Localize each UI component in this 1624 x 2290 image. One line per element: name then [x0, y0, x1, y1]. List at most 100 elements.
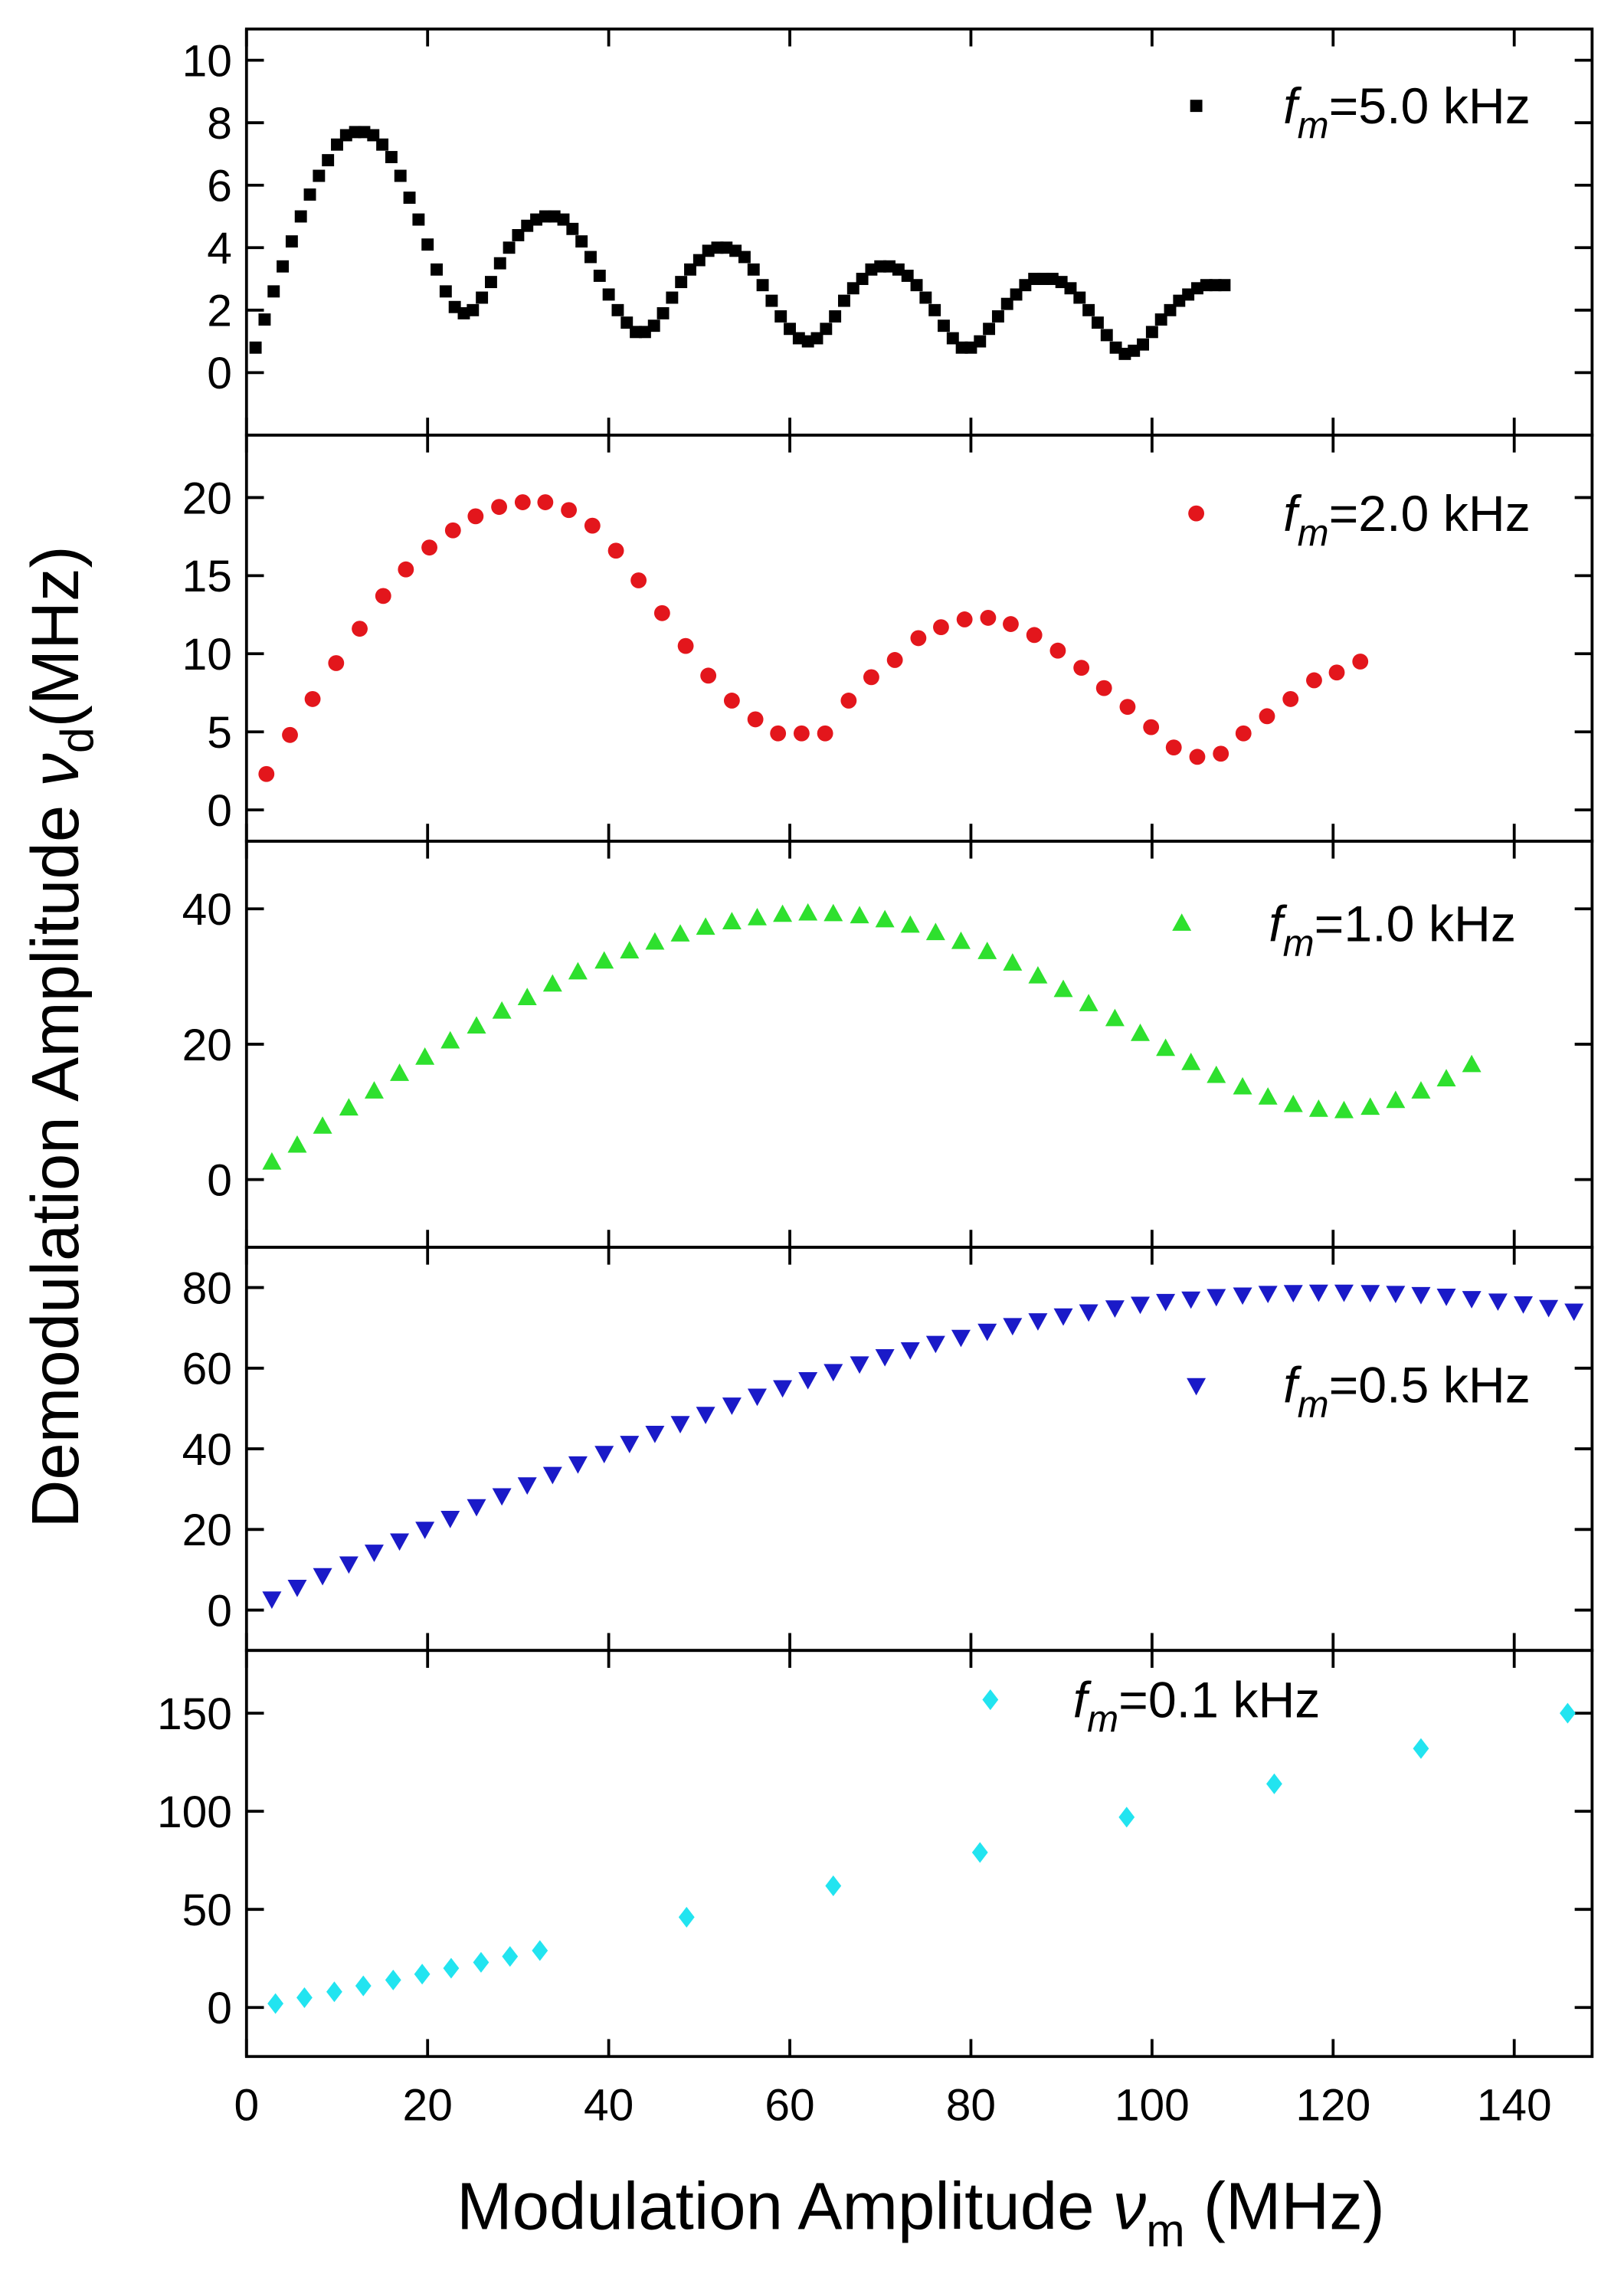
data-point: [645, 932, 665, 950]
data-point: [514, 494, 531, 510]
data-point: [925, 1335, 945, 1354]
y-tick-label: 60: [182, 1345, 232, 1394]
data-point: [620, 941, 640, 959]
data-point: [294, 210, 307, 223]
data-point: [492, 1488, 512, 1506]
data-point: [561, 502, 578, 519]
data-point: [355, 1975, 372, 1997]
data-point: [1026, 627, 1043, 644]
data-point: [656, 306, 670, 319]
data-point: [326, 1981, 342, 2003]
data-point: [951, 1329, 971, 1348]
data-point: [492, 1001, 512, 1019]
data-point: [1235, 725, 1252, 742]
data-point: [1462, 1054, 1482, 1073]
y-tick-label: 20: [182, 473, 232, 523]
x-tick-label: 120: [1295, 2081, 1370, 2131]
data-point: [367, 129, 380, 142]
data-point: [568, 962, 588, 980]
data-point: [421, 539, 437, 556]
data-point: [774, 310, 787, 323]
data-point: [678, 1906, 695, 1928]
data-point: [919, 291, 932, 304]
data-point: [1154, 313, 1167, 326]
data-point: [1049, 642, 1066, 659]
data-point: [863, 669, 879, 686]
data-point: [1386, 1286, 1406, 1304]
data-point: [956, 611, 973, 627]
x-tick-label: 0: [234, 2081, 259, 2131]
data-point: [444, 522, 461, 539]
data-point: [421, 238, 434, 251]
data-point: [390, 1533, 410, 1551]
y-tick-label: 100: [157, 1787, 232, 1837]
data-point: [875, 909, 895, 928]
data-point: [1003, 1318, 1023, 1336]
data-point: [951, 931, 971, 949]
data-point: [1082, 303, 1095, 316]
data-point: [747, 1388, 767, 1407]
data-point: [1308, 1099, 1328, 1117]
data-point: [1514, 1296, 1534, 1314]
data-point: [517, 1477, 537, 1496]
data-point: [1213, 745, 1229, 762]
data-point: [1145, 326, 1158, 339]
data-point: [1079, 994, 1098, 1011]
data-point: [1105, 1008, 1125, 1027]
data-point: [491, 499, 507, 516]
data-point: [983, 323, 996, 336]
data-point: [875, 1348, 895, 1367]
data-point: [398, 561, 414, 578]
data-point: [1165, 739, 1182, 756]
data-point: [846, 282, 859, 295]
data-point: [620, 1436, 640, 1453]
data-point: [542, 974, 562, 992]
data-point: [412, 213, 425, 226]
data-point: [502, 1946, 519, 1967]
data-point: [1003, 616, 1019, 632]
legend-subscript: m: [1298, 104, 1329, 146]
data-point: [910, 279, 923, 292]
x-tick-label: 40: [584, 2081, 634, 2131]
data-point: [773, 904, 793, 922]
data-point: [1306, 672, 1322, 689]
legend-text: =5.0 kHz: [1329, 78, 1531, 135]
data-point: [977, 1323, 997, 1342]
data-point: [1259, 708, 1275, 725]
data-point: [484, 276, 497, 289]
data-point: [467, 1016, 486, 1034]
data-point: [620, 316, 634, 329]
data-point: [825, 1875, 842, 1896]
data-point: [696, 1407, 715, 1424]
data-point: [850, 906, 869, 924]
data-point: [991, 310, 1004, 323]
data-point: [784, 323, 796, 336]
data-point: [594, 951, 614, 969]
data-point: [933, 619, 949, 636]
data-point: [810, 332, 823, 345]
data-point: [375, 588, 391, 604]
data-point: [838, 294, 850, 307]
y-tick-label: 40: [182, 885, 232, 935]
data-point: [747, 263, 760, 276]
data-point: [1000, 297, 1013, 310]
data-point: [285, 235, 298, 248]
data-point: [385, 1969, 401, 1990]
data-point: [517, 988, 537, 1005]
data-point: [296, 1987, 313, 2008]
y-axis-label: Demodulation Amplitude νd(MHz): [18, 545, 103, 1528]
y-tick-label: 0: [207, 786, 232, 836]
y-label-symbol: ν: [18, 753, 93, 787]
data-point: [584, 251, 597, 264]
data-point: [856, 273, 869, 285]
data-point: [1328, 664, 1345, 681]
data-point: [980, 609, 997, 626]
y-tick-label: 4: [207, 224, 232, 274]
data-point: [439, 285, 452, 298]
data-point: [977, 942, 997, 959]
data-point: [1064, 282, 1077, 295]
x-label-symbol: ν: [1113, 2169, 1147, 2243]
data-point: [1137, 338, 1149, 351]
data-point: [1073, 291, 1086, 304]
